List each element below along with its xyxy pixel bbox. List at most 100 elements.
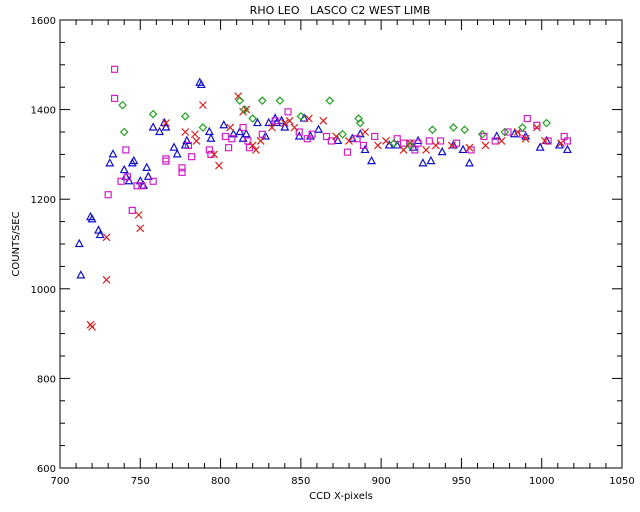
triangle-marker bbox=[277, 115, 287, 124]
square-marker bbox=[239, 123, 247, 132]
square-marker bbox=[353, 135, 361, 143]
diamond-marker bbox=[405, 141, 415, 150]
square-marker bbox=[406, 139, 414, 147]
triangle-marker bbox=[206, 133, 216, 142]
cross-marker bbox=[181, 128, 190, 136]
triangle-marker bbox=[314, 124, 324, 133]
cross-marker bbox=[465, 143, 474, 152]
diamond-marker bbox=[354, 114, 364, 123]
diamond-marker bbox=[148, 109, 158, 119]
cross-marker bbox=[280, 119, 289, 127]
square-marker bbox=[371, 132, 379, 141]
triangle-marker bbox=[384, 140, 394, 149]
square-marker bbox=[258, 130, 266, 138]
square-marker bbox=[122, 146, 130, 154]
square-marker bbox=[221, 132, 229, 141]
triangle-marker bbox=[169, 142, 179, 151]
diamond-marker bbox=[296, 111, 306, 121]
diamond-marker bbox=[235, 96, 245, 105]
triangle-marker bbox=[76, 270, 86, 279]
cross-marker bbox=[162, 119, 170, 127]
data-points bbox=[74, 65, 572, 331]
square-marker bbox=[295, 128, 303, 136]
diamond-marker bbox=[449, 123, 458, 132]
y-tick-label: 1600 bbox=[31, 16, 56, 27]
cross-marker bbox=[541, 137, 549, 145]
triangle-marker bbox=[108, 149, 118, 158]
x-tick-label: 800 bbox=[211, 476, 230, 487]
diamond-marker bbox=[389, 138, 399, 148]
square-marker bbox=[322, 132, 331, 141]
triangle-marker bbox=[119, 164, 129, 174]
triangle-marker bbox=[280, 122, 290, 131]
square-marker bbox=[411, 146, 419, 154]
triangle-marker bbox=[148, 122, 158, 131]
triangle-marker bbox=[87, 214, 97, 223]
cross-marker bbox=[256, 137, 265, 145]
square-marker bbox=[162, 155, 170, 163]
square-marker bbox=[327, 137, 335, 145]
diamond-marker bbox=[198, 123, 208, 132]
square-marker bbox=[244, 137, 252, 145]
cross-marker bbox=[345, 137, 353, 145]
triangle-marker bbox=[182, 135, 192, 145]
y-tick-label: 1000 bbox=[31, 285, 56, 296]
cross-marker bbox=[190, 130, 199, 139]
plot-frame bbox=[59, 19, 623, 469]
cross-marker bbox=[88, 322, 97, 331]
triangle-marker bbox=[124, 176, 134, 185]
diamond-marker bbox=[428, 125, 437, 135]
triangle-marker bbox=[95, 229, 105, 239]
square-marker bbox=[162, 157, 170, 165]
triangle-marker bbox=[458, 144, 468, 154]
triangle-marker bbox=[161, 122, 171, 131]
cross-marker bbox=[399, 145, 408, 154]
cross-marker bbox=[226, 123, 235, 132]
triangle-marker bbox=[143, 171, 153, 180]
square-marker bbox=[184, 141, 193, 150]
triangle-marker bbox=[219, 120, 229, 129]
cross-marker bbox=[268, 123, 276, 132]
x-tick-label: 1000 bbox=[529, 476, 554, 487]
diamond-marker bbox=[477, 129, 487, 139]
triangle-marker bbox=[464, 158, 474, 167]
square-marker bbox=[284, 108, 292, 116]
triangle-marker bbox=[264, 117, 274, 127]
x-axis-label: CCD X-pixels bbox=[309, 491, 373, 502]
square-marker bbox=[563, 137, 572, 145]
diamond-marker bbox=[275, 96, 285, 105]
diamond-marker bbox=[240, 105, 250, 114]
triangle-marker bbox=[426, 155, 436, 165]
cross-marker bbox=[361, 128, 370, 136]
cross-marker bbox=[248, 141, 257, 150]
triangle-marker bbox=[261, 131, 271, 140]
square-marker bbox=[245, 144, 254, 152]
triangle-marker bbox=[129, 155, 139, 165]
cross-marker bbox=[532, 123, 541, 132]
cross-marker bbox=[102, 233, 111, 242]
square-marker bbox=[128, 206, 136, 214]
triangle-marker bbox=[155, 126, 165, 136]
triangle-marker bbox=[562, 144, 572, 154]
cross-marker bbox=[285, 116, 294, 125]
cross-marker bbox=[374, 141, 382, 150]
cross-marker bbox=[557, 139, 565, 148]
cross-marker bbox=[102, 275, 111, 284]
square-marker bbox=[303, 135, 311, 143]
cross-marker bbox=[215, 161, 223, 170]
y-tick-label: 1400 bbox=[31, 106, 56, 117]
diamond-marker bbox=[118, 100, 127, 110]
diamond-marker bbox=[248, 114, 258, 123]
diamond-marker bbox=[257, 96, 267, 105]
triangle-marker bbox=[228, 128, 238, 138]
cross-marker bbox=[136, 224, 145, 233]
square-marker bbox=[393, 135, 401, 143]
cross-marker bbox=[481, 141, 490, 150]
square-marker bbox=[228, 135, 236, 143]
x-tick-labels: 700 750 800 850 900 950 1000 1050 bbox=[50, 476, 634, 487]
triangle-marker bbox=[204, 126, 214, 136]
square-marker bbox=[425, 137, 433, 145]
square-marker bbox=[110, 94, 119, 103]
square-marker bbox=[178, 164, 186, 172]
cross-marker bbox=[192, 137, 201, 145]
